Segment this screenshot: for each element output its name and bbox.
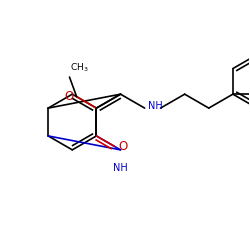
Text: CH$_3$: CH$_3$ (70, 62, 89, 74)
Text: O: O (118, 140, 128, 153)
Text: NH: NH (148, 101, 162, 111)
Text: NH: NH (113, 163, 128, 173)
Text: O: O (64, 90, 74, 103)
